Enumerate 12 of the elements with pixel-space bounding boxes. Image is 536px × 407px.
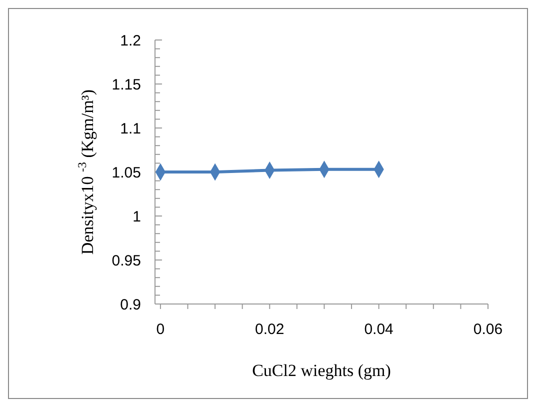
y-tick-label: 0.9 (120, 296, 141, 314)
y-tick-label: 1.15 (112, 76, 141, 94)
x-tick-label: 0.04 (364, 321, 394, 338)
y-tick-label: 1.05 (112, 164, 141, 182)
y-tick-label: 1.1 (120, 120, 141, 138)
x-tick-label: 0.02 (255, 321, 284, 338)
x-axis-title: CuCl2 wieghts (gm) (252, 361, 391, 380)
y-tick-label: 1 (132, 208, 141, 226)
x-tick-label: 0 (156, 321, 165, 338)
y-tick-label: 1.2 (120, 32, 141, 50)
x-tick-label: 0.06 (473, 321, 503, 338)
y-tick-label: 0.95 (112, 252, 141, 270)
